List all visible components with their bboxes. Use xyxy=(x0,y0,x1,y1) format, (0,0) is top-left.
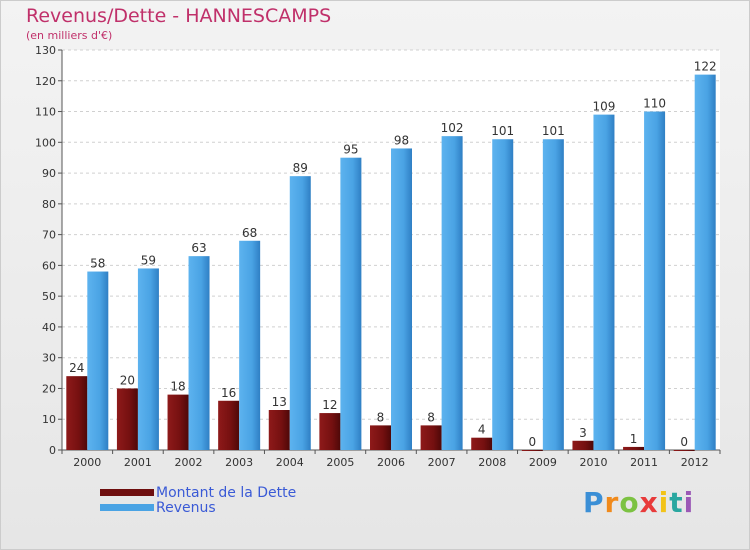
x-tick-label: 2001 xyxy=(124,456,152,469)
legend-swatch-revenus xyxy=(100,504,154,511)
x-tick-label: 2011 xyxy=(630,456,658,469)
data-label-revenus: 101 xyxy=(491,124,514,138)
y-tick-label: 90 xyxy=(42,167,56,180)
data-label-revenus: 89 xyxy=(293,161,308,175)
y-tick-label: 10 xyxy=(42,413,56,426)
x-tick-label: 2009 xyxy=(529,456,557,469)
data-label-revenus: 110 xyxy=(643,97,666,111)
bar-dette xyxy=(268,410,290,450)
logo-letter: r xyxy=(604,486,620,519)
bar-dette xyxy=(66,376,88,450)
y-tick-label: 30 xyxy=(42,352,56,365)
y-tick-label: 80 xyxy=(42,198,56,211)
data-label-dette: 3 xyxy=(579,426,587,440)
data-label-dette: 8 xyxy=(377,410,385,424)
bar-revenus xyxy=(542,139,564,450)
chart-subtitle: (en milliers d'€) xyxy=(26,29,113,42)
bar-dette xyxy=(471,437,493,450)
data-label-revenus: 63 xyxy=(191,241,206,255)
y-tick-label: 120 xyxy=(35,75,56,88)
bar-revenus xyxy=(340,157,362,450)
data-label-dette: 0 xyxy=(680,435,688,449)
logo-letter: P xyxy=(583,486,605,519)
data-label-dette: 16 xyxy=(221,386,236,400)
x-tick-label: 2010 xyxy=(579,456,607,469)
y-tick-label: 110 xyxy=(35,106,56,119)
legend-swatch-dette xyxy=(100,489,154,496)
x-tick-label: 2002 xyxy=(175,456,203,469)
data-label-revenus: 122 xyxy=(694,60,717,74)
bar-revenus xyxy=(694,74,716,450)
y-tick-label: 50 xyxy=(42,290,56,303)
legend-label-dette: Montant de la Dette xyxy=(156,484,297,501)
bar-dette xyxy=(572,440,594,450)
bar-revenus xyxy=(239,240,261,450)
data-label-dette: 8 xyxy=(427,410,435,424)
data-label-dette: 1 xyxy=(630,432,638,446)
legend-label-revenus: Revenus xyxy=(156,499,216,516)
bar-dette xyxy=(521,450,543,451)
legend-item-dette: Montant de la Dette xyxy=(100,484,297,501)
data-label-revenus: 109 xyxy=(593,100,616,114)
data-label-revenus: 101 xyxy=(542,124,565,138)
legend-item-revenus: Revenus xyxy=(100,499,296,516)
data-label-dette: 13 xyxy=(272,395,287,409)
data-label-dette: 0 xyxy=(529,435,537,449)
x-tick-label: 2007 xyxy=(428,456,456,469)
y-tick-label: 20 xyxy=(42,382,56,395)
logo-letter: t xyxy=(669,486,684,519)
data-label-revenus: 98 xyxy=(394,133,409,147)
x-tick-label: 2008 xyxy=(478,456,506,469)
y-tick-label: 130 xyxy=(35,44,56,57)
proxiti-logo: Proxiti xyxy=(583,486,694,519)
y-tick-label: 0 xyxy=(49,444,56,457)
bar-revenus xyxy=(188,256,210,450)
y-tick-label: 70 xyxy=(42,229,56,242)
bar-revenus xyxy=(87,271,109,450)
chart-title: Revenus/Dette - HANNESCAMPS xyxy=(26,5,332,27)
y-tick-label: 60 xyxy=(42,259,56,272)
bar-dette xyxy=(319,413,341,450)
data-label-revenus: 68 xyxy=(242,226,257,240)
bar-revenus xyxy=(137,268,159,450)
x-tick-label: 2005 xyxy=(326,456,354,469)
x-tick-label: 2000 xyxy=(73,456,101,469)
bar-revenus xyxy=(593,114,615,450)
data-label-revenus: 95 xyxy=(343,143,358,157)
x-tick-label: 2012 xyxy=(681,456,709,469)
bar-dette xyxy=(116,388,138,450)
bar-revenus xyxy=(289,176,311,450)
bar-dette xyxy=(420,425,442,450)
data-label-dette: 20 xyxy=(120,373,135,387)
bar-dette xyxy=(370,425,391,450)
data-label-revenus: 102 xyxy=(441,121,464,135)
logo-letter: x xyxy=(639,486,659,519)
x-tick-label: 2003 xyxy=(225,456,253,469)
bar-dette xyxy=(623,446,645,450)
y-tick-label: 100 xyxy=(35,136,56,149)
data-label-dette: 18 xyxy=(170,380,185,394)
data-label-dette: 4 xyxy=(478,423,486,437)
data-label-dette: 24 xyxy=(69,361,84,375)
bar-dette xyxy=(218,400,240,450)
bar-revenus xyxy=(391,148,412,450)
logo-letter: i xyxy=(683,486,695,519)
data-label-dette: 12 xyxy=(322,398,337,412)
data-label-revenus: 59 xyxy=(141,253,156,267)
bar-revenus xyxy=(492,139,514,450)
bar-revenus xyxy=(644,111,666,451)
x-tick-label: 2006 xyxy=(377,456,405,469)
bar-dette xyxy=(167,394,189,450)
x-tick-label: 2004 xyxy=(276,456,304,469)
legend: Montant de la Dette Revenus xyxy=(100,484,297,516)
logo-letter: i xyxy=(658,486,670,519)
y-tick-label: 40 xyxy=(42,321,56,334)
bar-revenus xyxy=(441,136,463,450)
data-label-revenus: 58 xyxy=(90,257,105,271)
logo-letter: o xyxy=(619,486,640,519)
bar-dette xyxy=(673,450,695,451)
